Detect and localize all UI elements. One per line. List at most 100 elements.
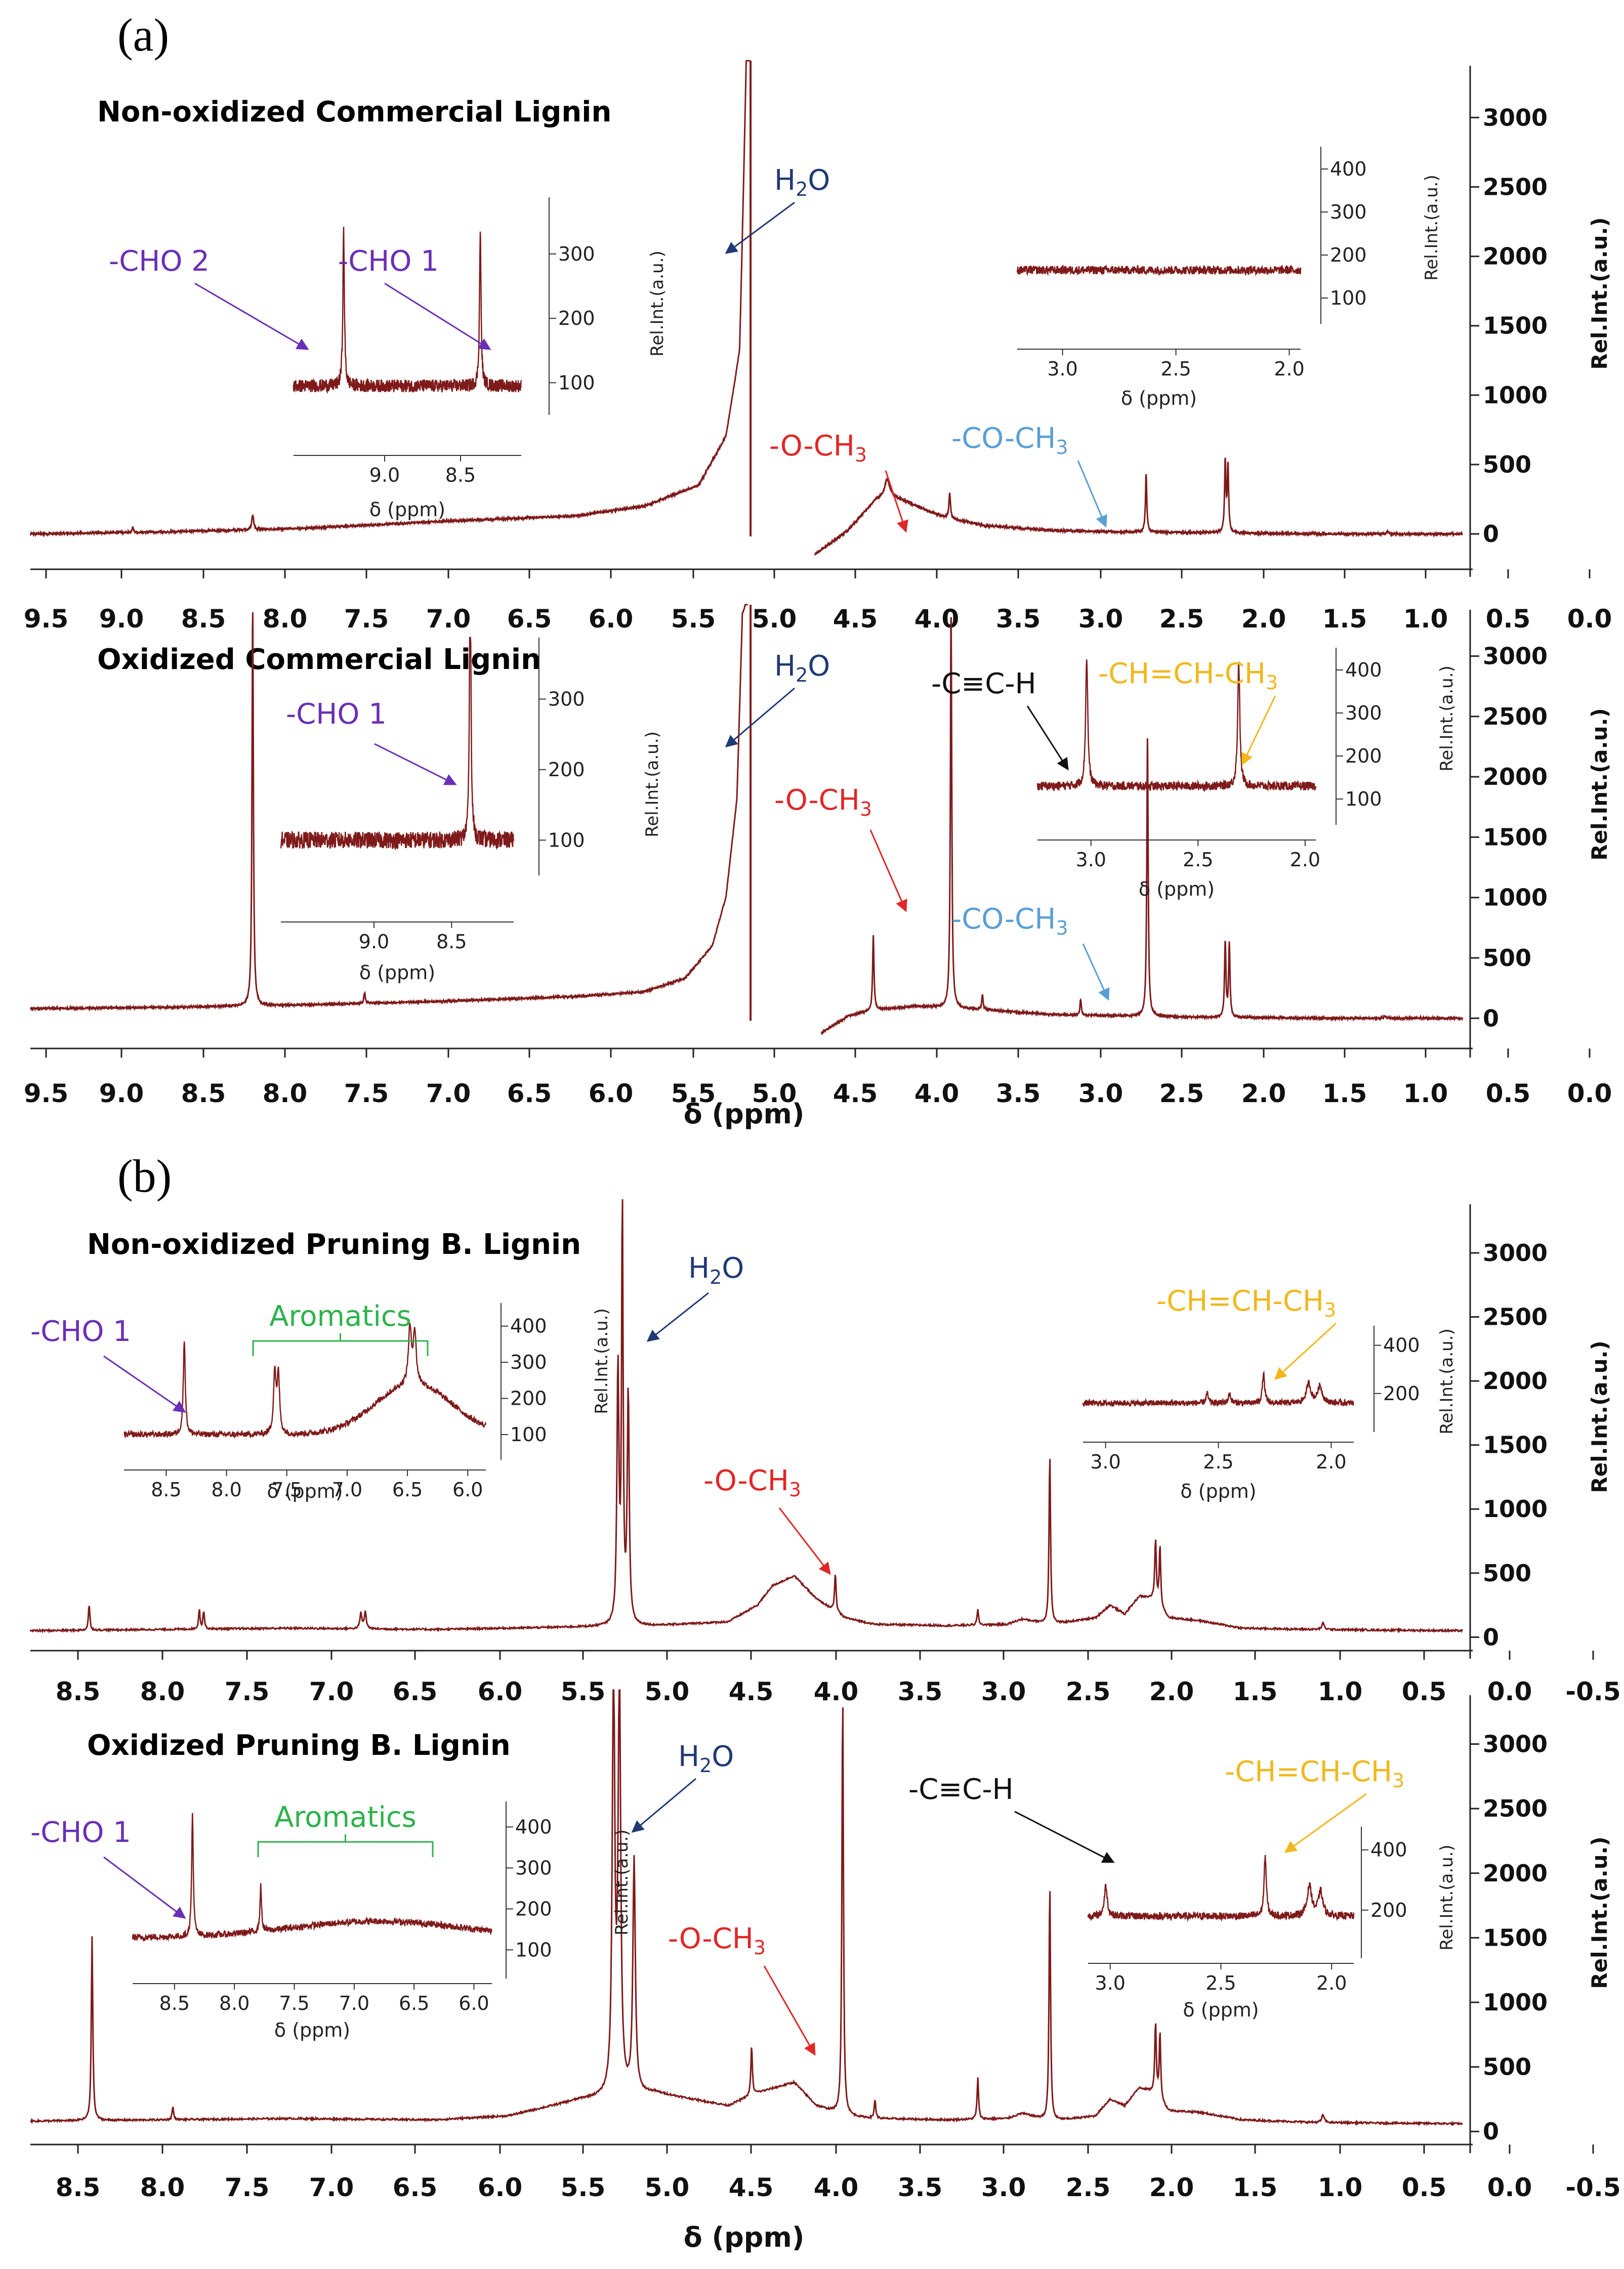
spectrum-trace	[30, 604, 1464, 1036]
annotation-label: -CHO 1	[338, 245, 439, 278]
spectrum-4: Oxidized Pruning B. Lignin 8.5 8.0 7.5 7.0 6…	[30, 1689, 1621, 2253]
x-tick-label: 4.0	[914, 604, 960, 634]
x-tick-label: 7.0	[426, 1079, 471, 1108]
annotation-label: -O-CH3​	[774, 784, 872, 820]
y-tick-label: 3000	[1483, 1239, 1548, 1267]
x-tick-label: -0.5	[1565, 2173, 1620, 2202]
inset-y-tick-label: 100	[558, 371, 595, 394]
x-tick-label: 8.5	[181, 604, 226, 634]
x-tick-label: 3.0	[1078, 604, 1123, 634]
x-tick-label: 1.0	[1318, 1677, 1363, 1706]
inset-x-tick-label: 2.0	[1316, 1451, 1346, 1473]
inset-y-tick-label: 300	[515, 1857, 552, 1879]
x-tick-label: 2.0	[1149, 2173, 1194, 2202]
inset-x-tick-label: 6.5	[392, 1479, 423, 1501]
x-tick-label: 2.5	[1159, 604, 1204, 634]
spectrum-1: Non-oxidized Commercial Lignin 9.5 9.0 8.5…	[24, 60, 1612, 634]
x-tick-label: 8.0	[140, 2173, 185, 2202]
x-tick-label: 6.5	[507, 1079, 552, 1108]
y-tick-label: 500	[1483, 2053, 1531, 2081]
x-tick-label: 5.5	[671, 604, 716, 634]
inset-x-tick-label: 8.0	[219, 1992, 249, 2014]
x-tick-label: 9.0	[99, 1079, 144, 1108]
annotation-arrow	[885, 470, 908, 533]
x-tick-label: 5.0	[752, 1079, 797, 1108]
annotation-label: -CHO 1	[30, 1816, 131, 1849]
x-axis-label: δ (ppm)	[684, 2221, 805, 2253]
inset-y-axis-label: Rel.Int.(a.u.)	[1437, 1844, 1457, 1951]
inset-y-tick-label: 300	[558, 243, 595, 265]
inset-x-axis-label: δ (ppm)	[1121, 387, 1197, 409]
annotation-label: -CH=CH-CH3​	[1225, 1755, 1404, 1792]
x-tick-label: 6.5	[393, 1677, 438, 1706]
inset-2: 400 300 200 100 3.0 2.5 2.0 δ (ppm) Rel.Int.(a.u…	[931, 648, 1457, 900]
x-tick-label: 1.5	[1322, 604, 1367, 634]
x-tick-label: 4.0	[814, 1677, 859, 1706]
x-tick-label: 3.0	[1078, 1079, 1123, 1108]
x-tick-label: 1.5	[1233, 1677, 1278, 1706]
annotation-label: H2​O	[678, 1740, 734, 1777]
inset-2: 400 200 3.0 2.5 2.0 δ (ppm) Rel.Int.(a.u.) -CH=…	[1082, 1285, 1457, 1502]
x-tick-label: 4.5	[833, 1079, 878, 1108]
annotation-arrow	[1077, 460, 1107, 528]
x-tick-label: 2.5	[1066, 2173, 1111, 2202]
annotation-arrow	[763, 1965, 816, 2056]
annotation-label: H2​O	[774, 164, 830, 200]
inset-x-tick-label: 8.5	[151, 1479, 181, 1501]
inset-x-tick-label: 9.0	[359, 931, 389, 953]
x-tick-label: 9.5	[24, 604, 69, 634]
inset-1: 300 200 100 9.0 8.5δ (ppm) Rel.Int.(a.u.) -CHO…	[109, 197, 668, 521]
x-tick-label: 8.5	[56, 2173, 101, 2202]
inset-y-tick-label: 400	[1330, 158, 1367, 180]
y-tick-label: 0	[1483, 2118, 1499, 2145]
inset-x-tick-label: 2.5	[1205, 1972, 1236, 1994]
annotation-arrow	[725, 687, 795, 747]
spectrum-line	[30, 604, 748, 1012]
annotation-arrow	[1082, 943, 1110, 1001]
x-tick-label: 8.5	[181, 1079, 226, 1108]
x-tick-label: 8.0	[263, 1079, 308, 1108]
x-tick-label: 3.0	[981, 1677, 1026, 1706]
inset-y-tick-label: 300	[510, 1351, 547, 1373]
inset-x-axis-label: δ (ppm)	[1139, 878, 1215, 900]
annotation-arrow	[103, 1856, 186, 1919]
annotation-label: -C≡C-H	[931, 667, 1036, 700]
annotation-label: -CHO 1	[30, 1315, 131, 1348]
inset-x-tick-label: 7.0	[339, 1992, 369, 2014]
spectrum-line	[29, 60, 751, 538]
y-tick-label: 2500	[1483, 1795, 1548, 1822]
inset-y-tick-label: 200	[1383, 1382, 1420, 1405]
y-tick-label: 2000	[1483, 763, 1548, 790]
inset-x-tick-label: 9.0	[369, 464, 400, 486]
y-tick-label: 3000	[1483, 104, 1548, 131]
annotation-label: -O-CH3​	[703, 1464, 801, 1501]
x-tick-label: 4.5	[729, 2173, 774, 2202]
inset-trace	[1082, 1370, 1355, 1408]
inset-trace	[123, 1323, 487, 1439]
inset-x-tick-label: 7.5	[272, 1479, 302, 1501]
x-tick-label: 0.5	[1486, 1079, 1531, 1108]
annotation-arrow	[384, 282, 491, 350]
x-axis-label: δ (ppm)	[684, 1098, 805, 1130]
inset-y-tick-label: 100	[1330, 287, 1367, 309]
inset-y-tick-label: 200	[1370, 1899, 1407, 1921]
annotation-label: H2​O	[774, 650, 830, 686]
x-tick-label: 0.0	[1487, 2173, 1532, 2202]
y-tick-label: 2500	[1483, 703, 1548, 730]
annotation-label: -CO-CH3​	[951, 422, 1068, 458]
inset-y-tick-label: 200	[515, 1898, 552, 1920]
spectrum-line	[814, 457, 1464, 556]
aromatics-bracket	[252, 1333, 429, 1356]
x-tick-label: 3.0	[981, 2173, 1026, 2202]
y-tick-label: 1500	[1483, 1432, 1548, 1459]
annotation-arrow	[1026, 705, 1069, 771]
x-tick-label: 5.5	[671, 1079, 716, 1108]
x-tick-label: 5.0	[752, 604, 797, 634]
inset-y-tick-label: 100	[510, 1423, 547, 1446]
x-tick-label: 0.5	[1402, 2173, 1447, 2202]
x-axis: 9.5 9.0 8.5 8.0 7.5 7.0 6.5 6.0 5.5 5.0 4.5 4.0 3.5 3…	[24, 568, 1612, 634]
inset-x-tick-label: 6.5	[399, 1992, 429, 2014]
panel-label-b: (b)	[117, 1150, 172, 1202]
inset-y-tick-label: 200	[510, 1388, 547, 1410]
